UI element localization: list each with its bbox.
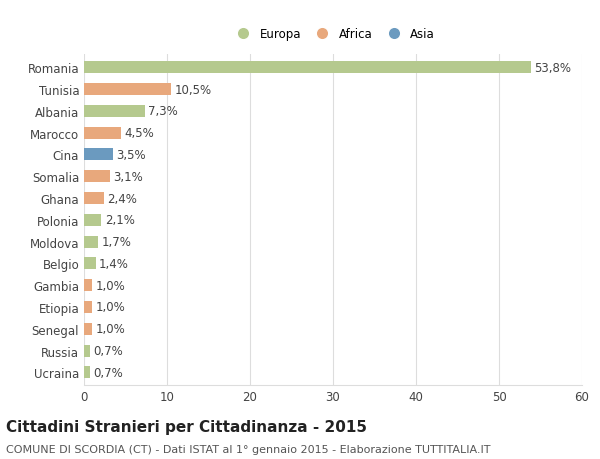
- Text: 3,5%: 3,5%: [116, 149, 146, 162]
- Bar: [84, 323, 92, 335]
- Bar: [84, 128, 121, 140]
- Text: Cittadini Stranieri per Cittadinanza - 2015: Cittadini Stranieri per Cittadinanza - 2…: [6, 419, 367, 434]
- Bar: [84, 280, 92, 291]
- Bar: [84, 301, 92, 313]
- Text: 1,0%: 1,0%: [95, 301, 125, 314]
- Text: 0,7%: 0,7%: [93, 366, 123, 379]
- Text: 2,1%: 2,1%: [105, 214, 134, 227]
- Text: 10,5%: 10,5%: [175, 84, 212, 96]
- Legend: Europa, Africa, Asia: Europa, Africa, Asia: [227, 25, 439, 45]
- Bar: [84, 84, 171, 96]
- Text: 1,4%: 1,4%: [99, 257, 129, 270]
- Bar: [84, 214, 101, 226]
- Bar: [84, 367, 90, 379]
- Bar: [84, 149, 113, 161]
- Text: 1,0%: 1,0%: [95, 323, 125, 336]
- Text: 1,7%: 1,7%: [101, 235, 131, 248]
- Text: 7,3%: 7,3%: [148, 105, 178, 118]
- Text: 0,7%: 0,7%: [93, 344, 123, 357]
- Text: COMUNE DI SCORDIA (CT) - Dati ISTAT al 1° gennaio 2015 - Elaborazione TUTTITALIA: COMUNE DI SCORDIA (CT) - Dati ISTAT al 1…: [6, 444, 491, 454]
- Bar: [84, 258, 95, 270]
- Bar: [84, 62, 530, 74]
- Text: 53,8%: 53,8%: [534, 62, 571, 75]
- Text: 2,4%: 2,4%: [107, 192, 137, 205]
- Bar: [84, 236, 98, 248]
- Bar: [84, 345, 90, 357]
- Bar: [84, 193, 104, 205]
- Text: 4,5%: 4,5%: [125, 127, 154, 140]
- Text: 1,0%: 1,0%: [95, 279, 125, 292]
- Bar: [84, 106, 145, 118]
- Text: 3,1%: 3,1%: [113, 170, 143, 183]
- Bar: [84, 171, 110, 183]
